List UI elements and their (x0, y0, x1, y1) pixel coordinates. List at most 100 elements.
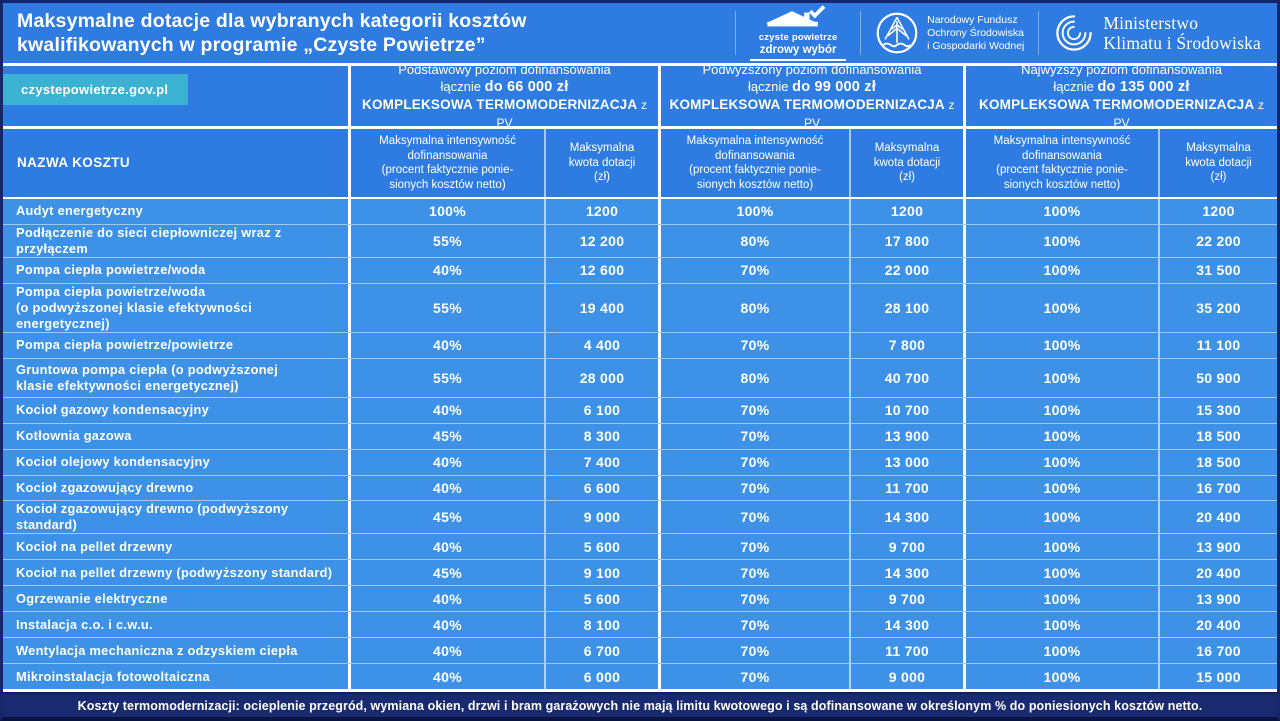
table-row: Ogrzewanie elektryczne 40% 5 600 70% 9 7… (3, 585, 1277, 612)
intensity-value-raised: 70% (661, 449, 851, 475)
intensity-value-raised: 70% (661, 423, 851, 449)
table-row: Kocioł zgazowujący drewno (podwyższony s… (3, 500, 1277, 534)
cost-name-cell: Audyt energetyczny (3, 199, 351, 224)
intensity-value-highest: 100% (966, 612, 1160, 638)
amount-value-highest: 15 300 (1196, 402, 1241, 419)
intensity-value-basic: 40% (351, 664, 546, 690)
amount-header-highest: Maksymalna kwota dotacji (zł) (1185, 142, 1252, 184)
amount-value-basic: 6 100 (546, 397, 661, 423)
amount-value-raised: 11 700 (851, 638, 966, 664)
amount-value-basic: 6 700 (546, 638, 661, 664)
amount-value-highest: 13 900 (1196, 590, 1241, 607)
divider (860, 11, 862, 55)
house-check-icon (765, 5, 831, 31)
amount-value-basic: 9 000 (546, 501, 661, 534)
intensity-value-raised: 70% (661, 612, 851, 638)
intensity-value-basic: 55% (351, 224, 546, 257)
amount-value-raised: 7 800 (851, 332, 966, 358)
site-badge-area: czystepowietrze.gov.pl (3, 66, 351, 126)
amount-value-highest: 20 400 (1196, 509, 1241, 526)
amount-value-basic: 8 300 (546, 423, 661, 449)
intensity-value-basic: 40% (351, 397, 546, 423)
cost-name-cell: Wentylacja mechaniczna z odzyskiem ciepł… (3, 638, 351, 664)
cost-name-cell: Instalacja c.o. i c.w.u. (3, 612, 351, 638)
table-row: Kocioł na pellet drzewny (podwyższony st… (3, 559, 1277, 586)
intensity-value-basic: 55% (351, 283, 546, 332)
intensity-value-basic: 40% (351, 638, 546, 664)
amount-value-basic: 19 400 (546, 283, 661, 332)
intensity-value-highest: 100% (966, 586, 1160, 612)
amount-value-highest: 35 200 (1196, 299, 1241, 316)
intensity-value-highest: 100% (966, 560, 1160, 586)
group-header-band: czystepowietrze.gov.pl Podstawowy poziom… (3, 61, 1277, 130)
table-row: Wentylacja mechaniczna z odzyskiem ciepł… (3, 637, 1277, 664)
amount-value-highest: 16 700 (1196, 642, 1241, 659)
intensity-value-basic: 45% (351, 423, 546, 449)
amount-value-highest: 31 500 (1196, 262, 1241, 279)
intensity-value-raised: 70% (661, 664, 851, 690)
divider (1038, 11, 1040, 55)
intensity-value-basic: 45% (351, 560, 546, 586)
intensity-value-highest: 100% (966, 449, 1160, 475)
intensity-value-highest: 100% (966, 534, 1160, 560)
intensity-value-raised: 70% (661, 534, 851, 560)
intensity-value-raised: 100% (661, 199, 851, 224)
nfosigw-label: Narodowy Fundusz Ochrony Środowiska i Go… (927, 13, 1025, 52)
cost-name-cell: Kocioł gazowy kondensacyjny (3, 397, 351, 423)
intensity-value-basic: 40% (351, 612, 546, 638)
intensity-value-raised: 70% (661, 560, 851, 586)
intensity-value-highest: 100% (966, 397, 1160, 423)
table-row: Podłączenie do sieci ciepłowniczej wraz … (3, 223, 1277, 257)
amount-value-highest: 22 200 (1196, 232, 1241, 249)
amount-header-raised: Maksymalna kwota dotacji (zł) (851, 129, 966, 197)
amount-value-raised: 10 700 (851, 397, 966, 423)
intensity-value-highest: 100% (966, 664, 1160, 690)
amount-value-basic: 5 600 (546, 534, 661, 560)
amount-value-raised: 9 700 (851, 534, 966, 560)
amount-header-basic: Maksymalna kwota dotacji (zł) (546, 129, 661, 197)
name-column-header: NAZWA KOSZTU (3, 129, 351, 197)
intensity-value-basic: 100% (351, 199, 546, 224)
amount-value-basic: 7 400 (546, 449, 661, 475)
group-header-highest: Najwyższy poziom dofinansowania łącznie … (979, 61, 1264, 130)
amount-value-raised: 14 300 (851, 560, 966, 586)
intensity-header-highest: Maksymalna intensywność dofinansowania (… (966, 129, 1160, 197)
amount-value-highest: 16 700 (1196, 479, 1241, 496)
page-title: Maksymalne dotacje dla wybranych kategor… (17, 10, 527, 56)
cost-name-cell: Gruntowa pompa ciepła (o podwyższonej kl… (3, 358, 351, 397)
table-row: Kocioł olejowy kondensacyjny 40% 7 400 7… (3, 448, 1277, 475)
intensity-value-basic: 40% (351, 449, 546, 475)
amount-value-raised: 28 100 (851, 283, 966, 332)
cost-name-cell: Kotłownia gazowa (3, 423, 351, 449)
table-row: Kocioł na pellet drzewny 40% 5 600 70% 9… (3, 533, 1277, 560)
cost-name-cell: Kocioł olejowy kondensacyjny (3, 449, 351, 475)
intensity-value-highest: 100% (966, 423, 1160, 449)
intensity-value-highest: 100% (966, 501, 1160, 534)
amount-value-basic: 8 100 (546, 612, 661, 638)
intensity-value-highest: 100% (966, 224, 1160, 257)
amount-value-raised: 1200 (851, 199, 966, 224)
amount-value-raised: 14 300 (851, 501, 966, 534)
amount-value-basic: 6 600 (546, 475, 661, 501)
amount-value-raised: 17 800 (851, 224, 966, 257)
column-header-row: NAZWA KOSZTU Maksymalna intensywność dof… (3, 129, 1277, 199)
intensity-value-basic: 45% (351, 501, 546, 534)
intensity-value-raised: 70% (661, 257, 851, 283)
amount-value-basic: 28 000 (546, 358, 661, 397)
table-row: Kotłownia gazowa 45% 8 300 70% 13 900 10… (3, 422, 1277, 449)
cost-name-cell: Mikroinstalacja fotowoltaiczna (3, 664, 351, 690)
table-row: Pompa ciepła powietrze/woda (o podwyższo… (3, 282, 1277, 332)
amount-value-highest: 20 400 (1196, 564, 1241, 581)
group-header-raised: Podwyższony poziom dofinansowania łączni… (661, 62, 966, 130)
intensity-value-basic: 40% (351, 257, 546, 283)
intensity-value-highest: 100% (966, 283, 1160, 332)
tree-circle-icon (875, 11, 919, 55)
site-badge: czystepowietrze.gov.pl (3, 74, 188, 105)
nfosigw-logo: Narodowy Fundusz Ochrony Środowiska i Go… (875, 11, 1024, 55)
intensity-value-highest: 100% (966, 199, 1160, 224)
intensity-value-raised: 70% (661, 475, 851, 501)
intensity-value-raised: 80% (661, 283, 851, 332)
cost-name-cell: Ogrzewanie elektryczne (3, 586, 351, 612)
amount-value-highest: 18 500 (1196, 428, 1241, 445)
amount-value-basic: 12 600 (546, 257, 661, 283)
